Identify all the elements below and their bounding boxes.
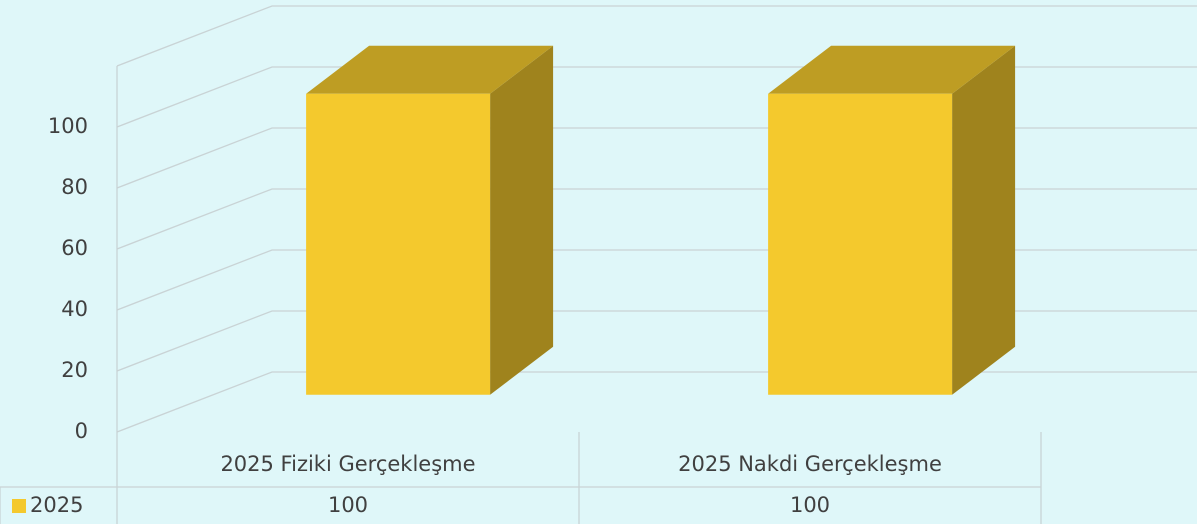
table-value: 100 — [328, 493, 368, 517]
y-tick-label: 40 — [61, 297, 88, 321]
bar-front — [306, 93, 491, 395]
y-tick-label: 80 — [61, 175, 88, 199]
x-tick-label: 2025 Nakdi Gerçekleşme — [678, 452, 942, 476]
legend-label: 2025 — [30, 493, 83, 517]
bar — [768, 45, 1016, 395]
x-tick-label: 2025 Fiziki Gerçekleşme — [220, 452, 475, 476]
y-tick-label: 60 — [61, 236, 88, 260]
y-tick-label: 100 — [48, 114, 88, 138]
bar-top — [306, 45, 554, 94]
y-tick-label: 0 — [75, 419, 88, 443]
back-top — [116, 5, 1197, 67]
bar-top — [768, 45, 1016, 94]
legend-key — [12, 499, 26, 513]
y-tick-label: 20 — [61, 358, 88, 382]
table-value: 100 — [790, 493, 830, 517]
bar — [306, 45, 554, 395]
bar-side — [952, 45, 1016, 395]
bar-side — [490, 45, 554, 395]
bar-front — [768, 93, 953, 395]
